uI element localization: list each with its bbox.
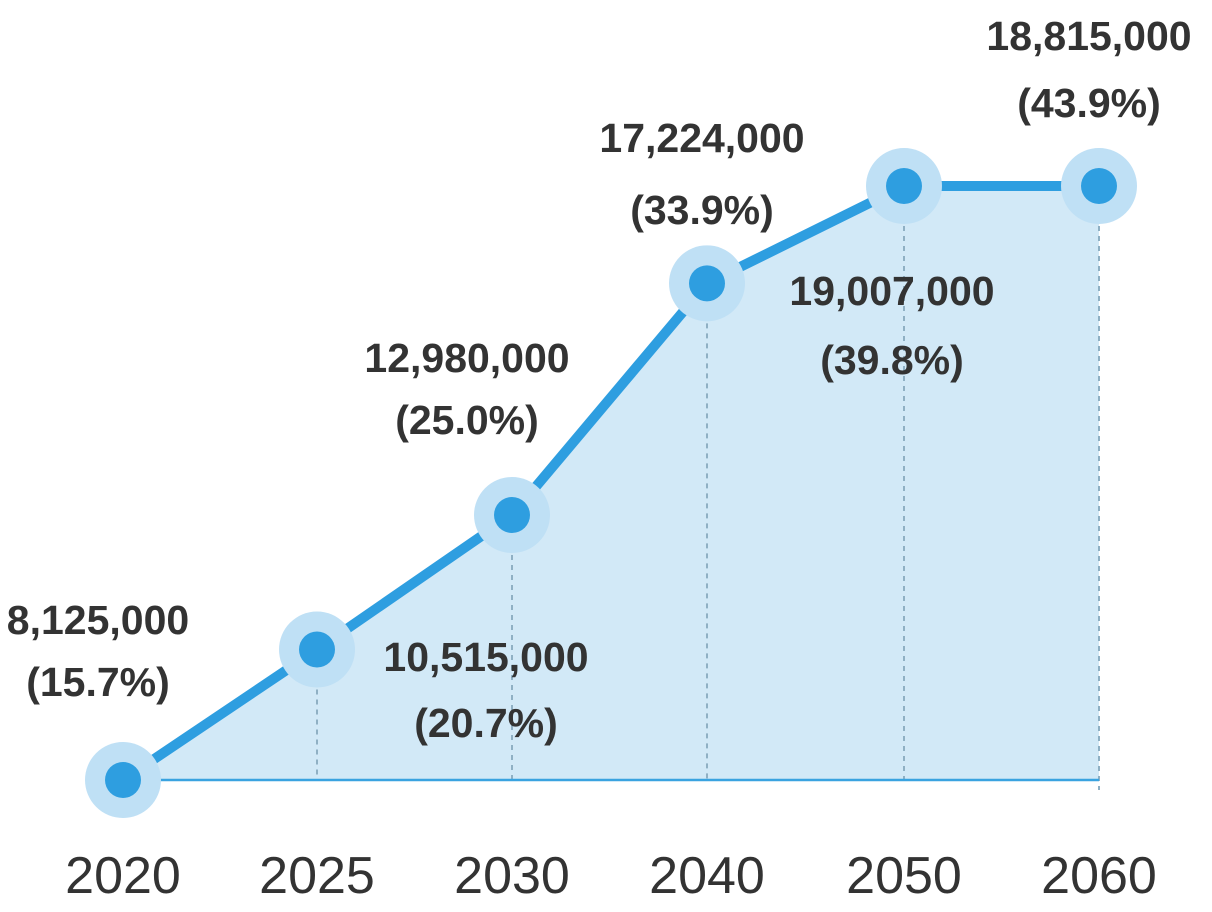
value-label-2050: 19,007,000 — [789, 268, 994, 314]
x-tick-label-2060: 2060 — [1041, 847, 1157, 905]
area-layer — [123, 186, 1099, 780]
x-tick-label-2025: 2025 — [259, 847, 375, 905]
data-points-layer — [85, 148, 1137, 818]
value-label-2030: 12,980,000 — [364, 335, 569, 381]
value-label-2060: 18,815,000 — [986, 13, 1191, 59]
x-tick-label-2030: 2030 — [454, 847, 570, 905]
data-point-2060 — [1081, 168, 1117, 204]
x-tick-label-2020: 2020 — [65, 847, 181, 905]
value-label-2020: 8,125,000 — [7, 597, 189, 643]
value-label-2040: 17,224,000 — [599, 115, 804, 161]
x-tick-label-2040: 2040 — [649, 847, 765, 905]
data-point-2025 — [299, 631, 335, 668]
x-axis-ticks-layer: 2020 2025 2030 2040 2050 2060 — [65, 847, 1157, 905]
data-point-2050 — [886, 168, 922, 204]
percent-label-2020: (15.7%) — [26, 659, 170, 705]
percent-label-2025: (20.7%) — [414, 700, 558, 746]
percent-label-2050: (39.8%) — [820, 337, 964, 383]
data-point-2040 — [689, 265, 725, 302]
data-point-2020 — [105, 762, 141, 798]
x-tick-label-2050: 2050 — [846, 847, 962, 905]
guide-lines-layer — [316, 186, 1100, 790]
percent-label-2040: (33.9%) — [630, 187, 774, 233]
percent-label-2060: (43.9%) — [1017, 80, 1161, 126]
data-labels-layer: 8,125,000 (15.7%) 10,515,000 (20.7%) 12,980,… — [7, 13, 1192, 746]
percent-label-2030: (25.0%) — [395, 397, 539, 443]
area-fill — [123, 186, 1099, 780]
data-point-2030 — [494, 496, 530, 533]
value-label-2025: 10,515,000 — [383, 634, 588, 680]
